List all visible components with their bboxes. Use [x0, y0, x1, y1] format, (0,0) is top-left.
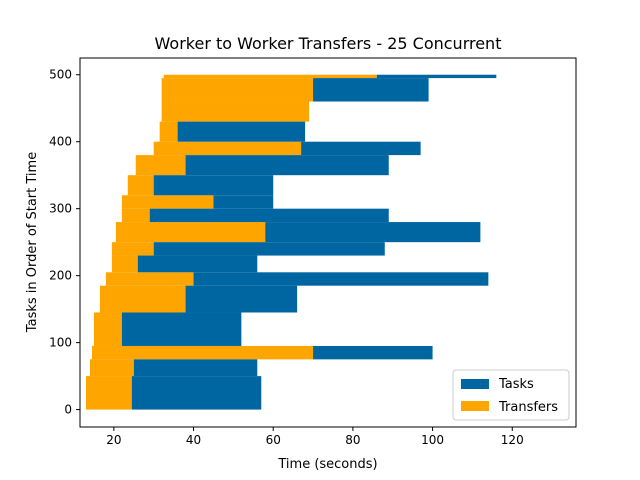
y-tick-label-400: 400 [49, 135, 72, 149]
task-bar-1 [133, 359, 258, 377]
y-tick-label-500: 500 [49, 68, 72, 82]
y-axis-label: Tasks in Order of Start Time [25, 152, 40, 333]
task-bar-16 [313, 78, 429, 102]
legend: Tasks Transfers [452, 369, 570, 421]
y-tick-label-0: 0 [64, 403, 72, 417]
task-bar-17 [376, 74, 497, 79]
x-tick-label-60: 60 [266, 433, 281, 447]
transfer-bar-6 [111, 255, 138, 273]
task-bar-4 [185, 285, 298, 313]
transfers-series [85, 74, 377, 410]
task-bar-13 [301, 141, 421, 156]
transfer-bar-14 [159, 121, 178, 142]
transfer-bar-9 [121, 208, 150, 223]
transfer-bar-16 [161, 78, 314, 102]
x-tick-label-120: 120 [501, 433, 524, 447]
transfer-bar-12 [135, 155, 186, 176]
transfer-bar-15 [161, 101, 310, 122]
task-bar-10 [213, 195, 274, 209]
legend-label-transfers: Transfers [498, 400, 558, 415]
task-bar-9 [149, 208, 389, 223]
chart-title: Worker to Worker Transfers - 25 Concurre… [155, 34, 502, 53]
y-tick-label-200: 200 [49, 269, 72, 283]
y-axis: 0 100 200 300 400 500 [49, 68, 80, 417]
plot-border [79, 57, 577, 428]
transfer-bar-0 [85, 376, 132, 410]
x-tick-label-100: 100 [421, 433, 444, 447]
x-axis: 20 40 60 80 100 120 [106, 427, 524, 447]
legend-label-tasks: Tasks [498, 377, 534, 392]
task-bar-2 [313, 345, 433, 360]
transfer-bar-17 [163, 74, 377, 79]
task-bar-6 [137, 255, 258, 273]
x-tick-label-80: 80 [345, 433, 360, 447]
transfer-bar-11 [127, 175, 154, 196]
tasks-series [121, 74, 497, 410]
transfer-bar-13 [153, 141, 302, 156]
transfer-bar-1 [89, 359, 134, 377]
transfer-bar-5 [105, 272, 194, 286]
transfer-bar-10 [121, 195, 214, 209]
x-tick-label-40: 40 [186, 433, 201, 447]
x-tick-label-20: 20 [106, 433, 121, 447]
task-bar-12 [185, 155, 389, 176]
transfer-bar-4 [99, 285, 186, 313]
task-bar-11 [153, 175, 274, 196]
transfer-bar-2 [91, 345, 314, 360]
plot-area [79, 57, 577, 428]
transfer-bar-3 [93, 312, 122, 346]
task-bar-5 [193, 272, 489, 286]
task-bar-7 [153, 242, 385, 256]
legend-swatch-tasks [461, 379, 489, 389]
transfer-bar-7 [111, 242, 154, 256]
y-tick-label-300: 300 [49, 202, 72, 216]
task-bar-3 [121, 312, 242, 346]
transfer-bar-8 [115, 222, 266, 243]
task-bar-0 [131, 376, 262, 410]
task-bar-8 [265, 222, 481, 243]
y-tick-label-100: 100 [49, 336, 72, 350]
task-bar-14 [177, 121, 306, 142]
legend-swatch-transfers [461, 401, 489, 411]
x-axis-label: Time (seconds) [277, 457, 377, 472]
